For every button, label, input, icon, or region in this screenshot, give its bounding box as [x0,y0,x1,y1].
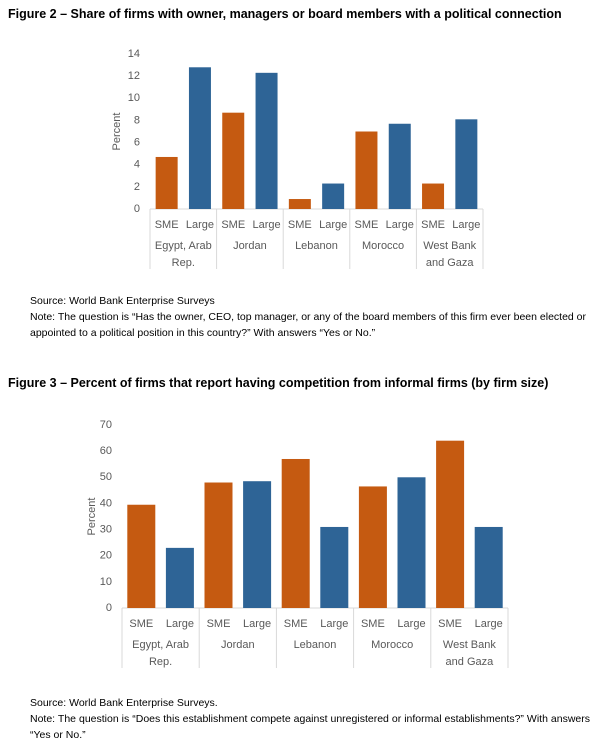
group-label: Lebanon [295,240,338,252]
sub-category-label: SME [155,219,179,231]
bar [222,112,245,209]
y-axis-label: Percent [111,113,123,151]
bar [188,67,211,210]
bar [288,199,311,209]
bar [474,526,503,608]
chart-title: Figure 2 – Share of firms with owner, ma… [8,7,562,21]
bar [388,123,411,209]
group-label: Jordan [220,639,255,651]
sub-category-label: SME [284,618,308,630]
bar [355,131,378,209]
bar [255,72,278,209]
bar [422,183,445,209]
sub-category-label: Large [452,219,480,231]
group-label: Morocco [371,639,414,651]
y-axis-label: Percent [86,498,98,536]
bar [358,486,387,608]
y-tick-label: 40 [100,497,112,509]
sub-category-label: SME [207,618,231,630]
sub-category-label: SME [361,618,385,630]
y-tick-label: 0 [106,602,112,614]
bar [397,477,426,608]
source: Source: World Bank Enterprise Surveys. [30,697,218,709]
sub-category-label: Large [186,219,214,231]
sub-category-label: SME [129,618,153,630]
sub-category-label: SME [221,219,245,231]
group-label: Egypt, Arab Rep. [132,639,190,668]
y-tick-label: 4 [134,159,140,171]
note: Note: The question is “Does this establi… [30,713,590,741]
sub-category-label: Large [475,618,503,630]
group-label: Lebanon [293,639,337,651]
bar [127,504,156,608]
bar [204,482,233,608]
sub-category-label: Large [319,219,347,231]
sub-category-label: SME [355,219,379,231]
sub-category-label: Large [320,618,348,630]
y-tick-label: 70 [100,419,112,431]
source: Source: World Bank Enterprise Surveys [30,295,215,307]
y-tick-label: 10 [100,576,112,588]
bar [243,481,272,608]
y-tick-label: 0 [134,203,140,215]
y-tick-label: 8 [134,114,140,126]
y-tick-label: 60 [100,445,112,457]
bar [320,526,349,608]
group-label: Jordan [233,240,267,252]
y-tick-label: 6 [134,136,140,148]
y-tick-label: 14 [128,48,140,60]
y-tick-label: 2 [134,181,140,193]
sub-category-label: Large [243,618,271,630]
bar [322,183,345,209]
bar [281,458,310,608]
sub-category-label: Large [252,219,280,231]
sub-category-label: SME [421,219,445,231]
group-label: Morocco [362,240,405,252]
sub-category-label: SME [438,618,462,630]
bar [436,440,465,608]
group-label: West Bank and Gaza [423,240,477,269]
chart-title: Figure 3 – Percent of firms that report … [8,376,549,390]
sub-category-label: Large [397,618,425,630]
y-tick-label: 20 [100,550,112,562]
note: Note: The question is “Has the owner, CE… [30,311,587,339]
y-tick-label: 30 [100,523,112,535]
sub-category-label: SME [288,219,312,231]
y-tick-label: 10 [128,92,140,104]
bar [455,119,478,209]
bar [155,156,178,209]
group-label: Egypt, Arab Rep. [154,240,212,269]
group-label: West Bank and Gaza [442,639,496,668]
sub-category-label: Large [386,219,414,231]
y-tick-label: 12 [128,70,140,82]
bar [165,547,194,608]
y-tick-label: 50 [100,471,112,483]
sub-category-label: Large [166,618,194,630]
